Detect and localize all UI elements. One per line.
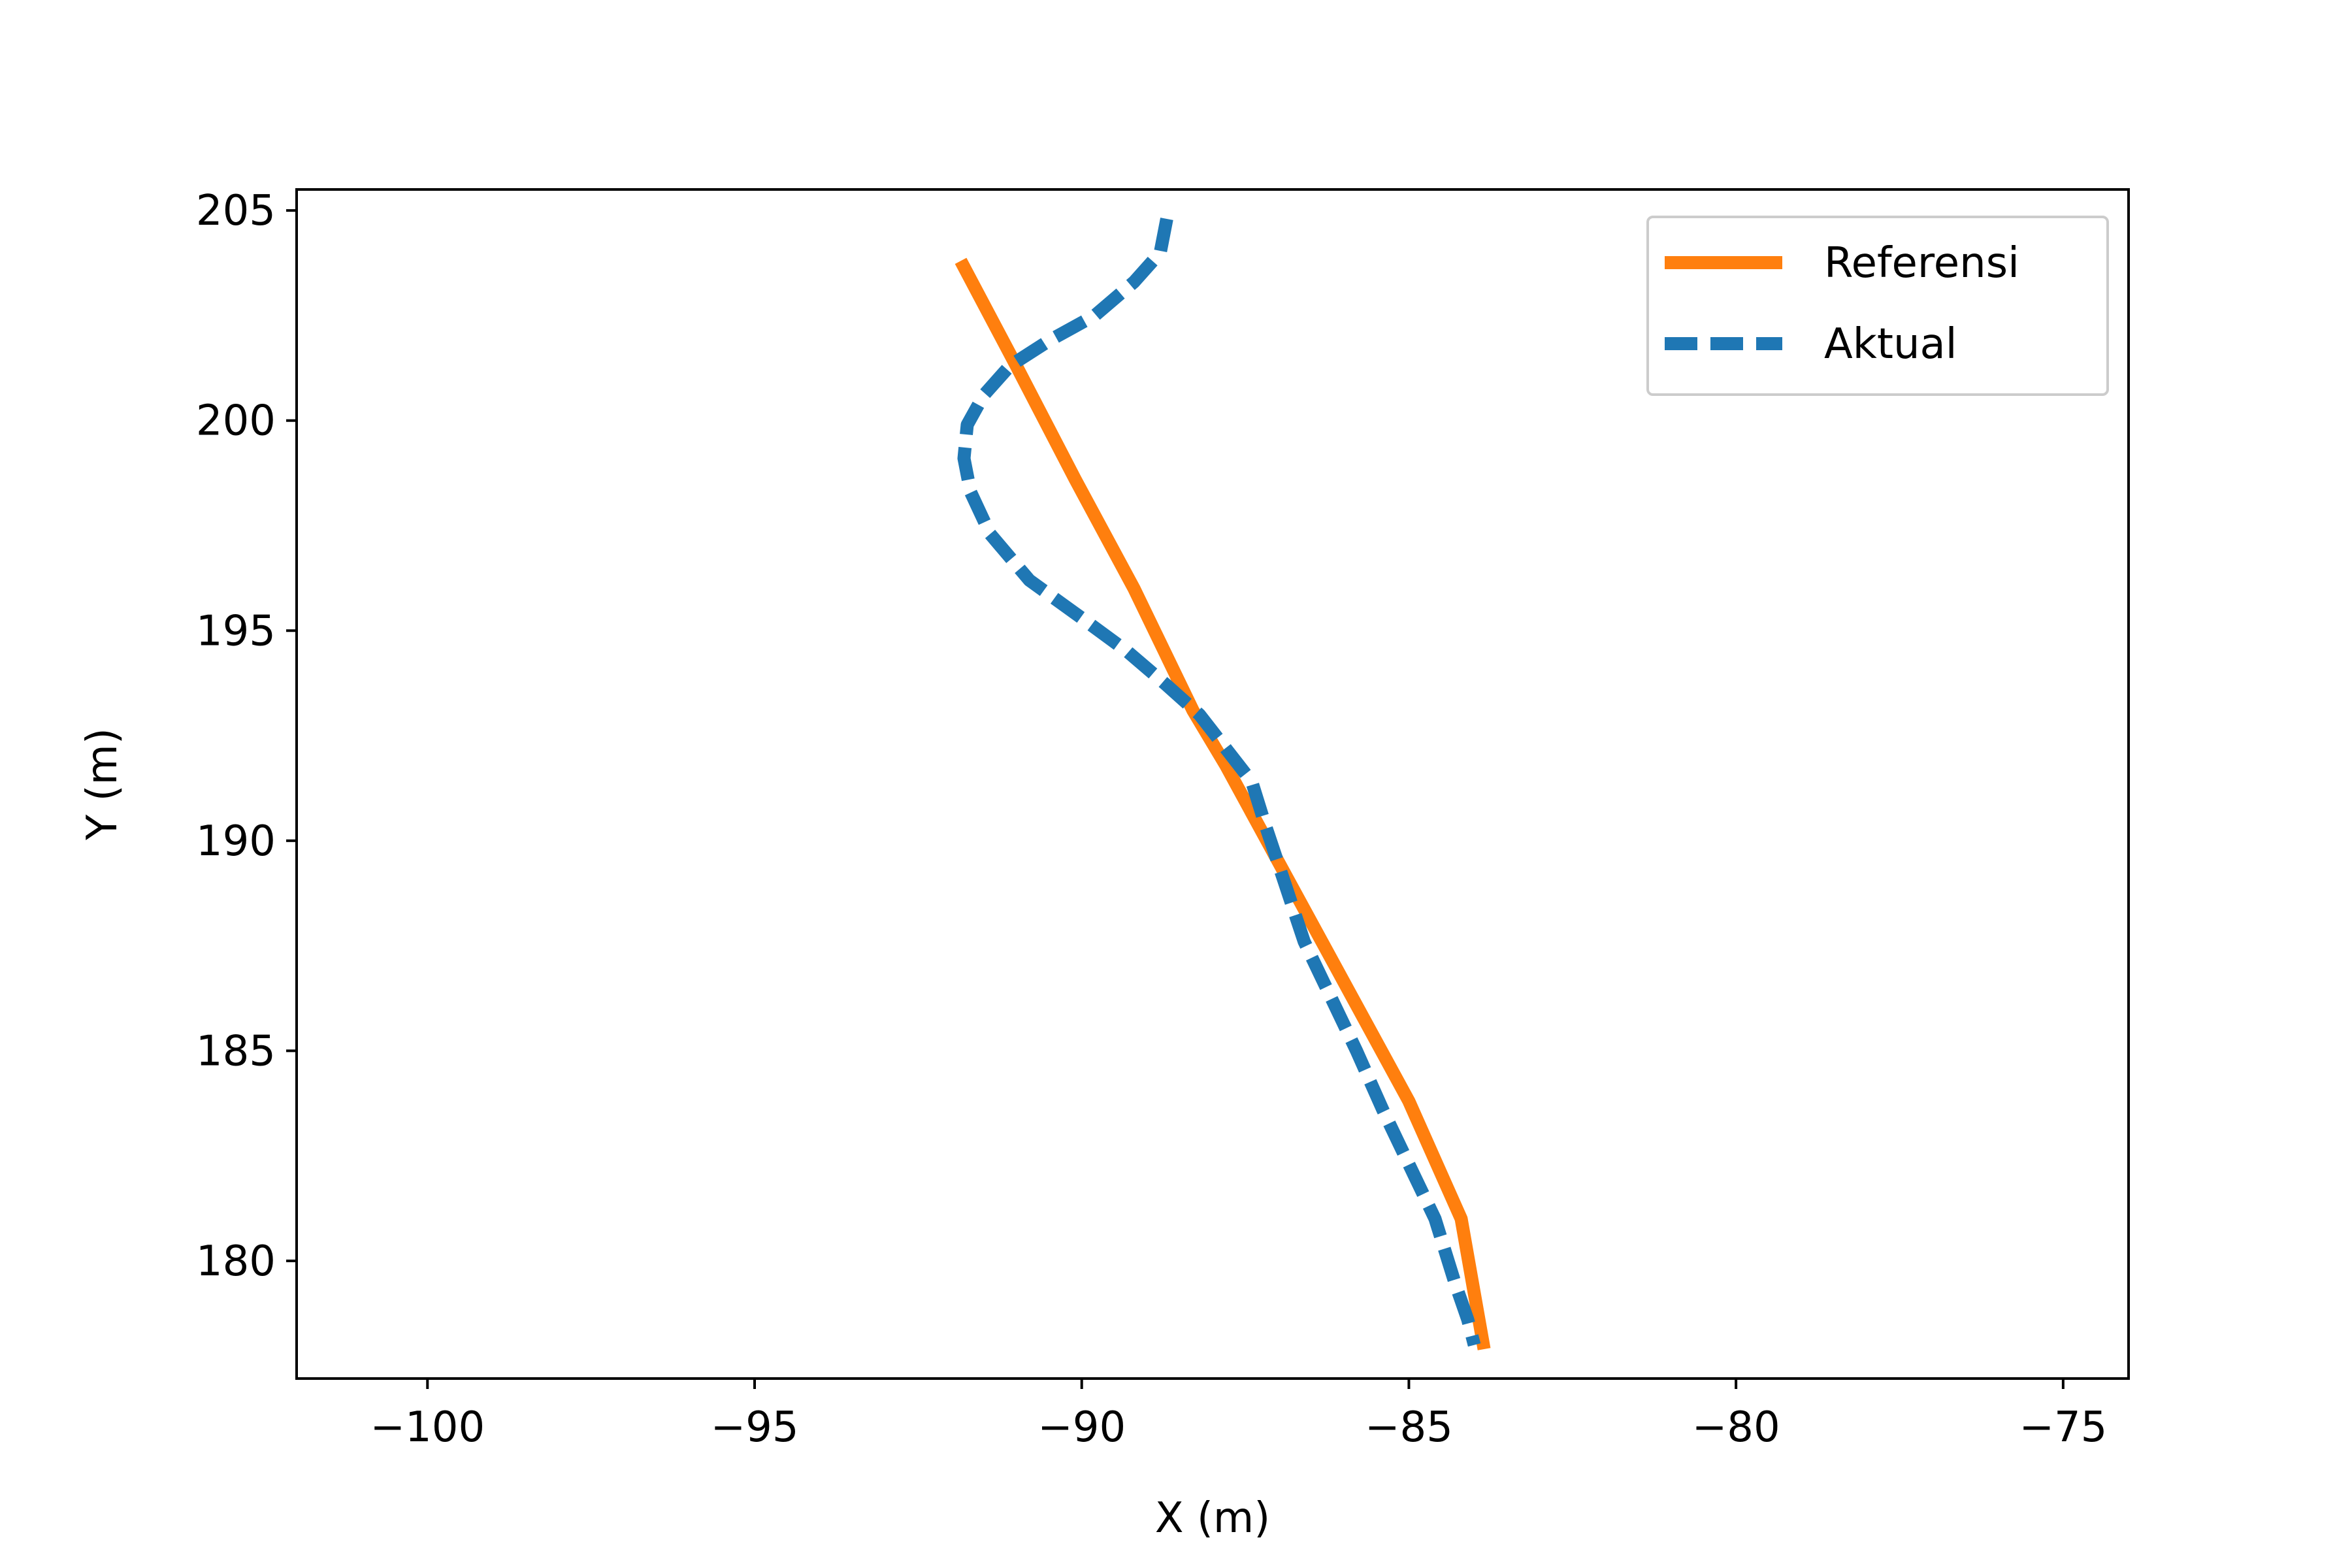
x-tick-label: −80 <box>1692 1403 1780 1452</box>
plot-frame <box>295 188 2130 1380</box>
x-axis: −100 −95 −90 −85 −80 −75 <box>370 1379 2107 1452</box>
series-line-aktual <box>957 218 1481 1347</box>
y-axis: 180 185 190 195 200 205 <box>196 187 297 1286</box>
x-tick-label: −85 <box>1365 1403 1453 1452</box>
x-tick-label: −95 <box>710 1403 798 1452</box>
y-tick-label: 185 <box>196 1027 276 1075</box>
x-tick-label: −75 <box>2019 1403 2107 1452</box>
legend: Referensi Aktual <box>1646 216 2109 396</box>
x-axis-label: X (m) <box>1155 1494 1270 1543</box>
y-tick-label: 195 <box>196 607 276 655</box>
y-tick-label: 190 <box>196 817 276 866</box>
series-layer <box>955 218 1491 1350</box>
legend-label-aktual: Aktual <box>1824 320 1957 368</box>
y-tick-label: 205 <box>196 187 276 235</box>
y-tick-label: 200 <box>196 397 276 446</box>
x-tick-label: −90 <box>1037 1403 1126 1452</box>
legend-label-referensi: Referensi <box>1824 239 2019 287</box>
y-tick-label: 180 <box>196 1237 276 1286</box>
y-axis-label: Y (m) <box>78 728 127 841</box>
x-tick-label: −100 <box>370 1403 485 1452</box>
